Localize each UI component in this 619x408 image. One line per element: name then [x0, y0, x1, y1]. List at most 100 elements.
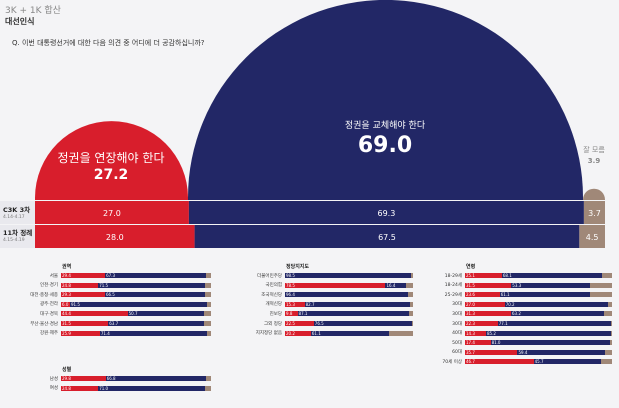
bubble-3	[583, 188, 605, 200]
comparison-row-1-segment-1	[35, 201, 189, 224]
panel-1-row-4-segment-2: 91.5	[70, 301, 208, 307]
comparison-row-2-segment-3	[579, 225, 605, 248]
comparison-row-2-segment-1	[35, 225, 195, 248]
panel-4-row-3-segment-2: 61.1	[499, 292, 590, 298]
panel-1-title: 권역	[62, 264, 72, 270]
panel-3-row-3-segment-2: 96.4	[285, 292, 409, 298]
panel-3-row-5-segment-1: 9.8	[285, 311, 298, 317]
panel-1-row-1-bar: 29.4 67.3	[61, 273, 211, 278]
panel-4-row-1-segment-2: 68.1	[501, 273, 602, 278]
comparison-row-2-value-2: 67.5	[378, 233, 396, 242]
panel-1-row-3-segment-2: 66.5	[104, 292, 205, 298]
comparison-row-2-bg	[0, 225, 35, 248]
comparison-row-1-bg	[0, 201, 35, 224]
survey-question: Q. 이번 대통령선거에 대한 다음 의견 중 어디에 더 공감하십니까?	[12, 39, 205, 47]
panel-1-row-2-segment-2: 71.5	[98, 282, 206, 288]
panel-3-row-4-segment-2: 82.7	[304, 301, 411, 307]
panel-1-row-6-segment-2: 63.7	[108, 321, 204, 326]
panel-4-row-4-label: 30대	[452, 302, 462, 308]
panel-3-row-3-bar: 96.4	[285, 292, 413, 298]
panel-4-row-7-bar: 14.3 85.2	[465, 330, 612, 336]
panel-2-row-2-segment-1: 24.8	[61, 385, 99, 391]
panel-4-row-4-segment-1: 27.0	[465, 301, 505, 307]
panel-1-row-7-segment-1: 25.9	[61, 330, 100, 336]
bubble-1-name: 정권을 연장해야 한다	[58, 151, 165, 165]
panel-4-row-5-label: 30대	[452, 311, 462, 317]
panel-1-row-7-label: 강원·제주	[40, 331, 58, 337]
panel-1-row-1-segment-2: 67.3	[105, 273, 207, 278]
panel-3-row-6-segment-3	[411, 321, 413, 326]
panel-3-row-4-segment-3	[410, 301, 413, 307]
panel-4-row-8-segment-1: 17.4	[465, 340, 491, 346]
panel-3-row-2-segment-1: 78.5	[285, 282, 386, 288]
panel-4-row-2-segment-3	[589, 282, 612, 288]
panel-2-row-2-segment-3	[204, 385, 211, 391]
panel-4-row-3-segment-1: 23.6	[465, 292, 500, 298]
bubble-3-name: 잘 모름	[583, 146, 605, 154]
panel-4-row-3-bar: 23.6 61.1	[465, 292, 612, 298]
panel-3-row-6-bar: 22.5 76.5	[285, 321, 413, 326]
panel-4-row-9-segment-2: 59.4	[517, 349, 605, 355]
panel-4-row-9-segment-1: 35.7	[465, 349, 518, 355]
panel-1-row-6-segment-3	[203, 321, 211, 326]
panel-1-row-6-segment-1: 31.5	[61, 321, 109, 326]
comparison-row-1-segment-3	[583, 201, 605, 224]
panel-2-row-1-label: 남성	[49, 376, 58, 382]
panel-1-row-1-segment-1: 29.4	[61, 273, 106, 278]
comparison-row-1-value-1: 27.0	[103, 209, 121, 218]
panel-4-row-2-segment-1: 31.5	[465, 282, 512, 288]
panel-2-row-1-segment-3	[205, 376, 211, 381]
bubble-3-value: 3.9	[588, 157, 601, 165]
panel-4-row-10-segment-1: 46.7	[465, 359, 534, 365]
panel-3-row-5-bar: 9.8 87.1	[285, 311, 413, 317]
panel-1-row-3-bar: 29.3 66.5	[61, 292, 211, 298]
panel-4-row-5-segment-1: 31.3	[465, 311, 511, 317]
comparison-row-2-segment-2	[194, 225, 580, 248]
panel-4-row-6-segment-2: 77.1	[497, 321, 611, 326]
panel-1-row-3-label: 대전·충청·세종	[30, 292, 58, 298]
panel-2-row-2-segment-2: 71.0	[98, 385, 205, 391]
panel-1-row-7-bar: 25.9 71.4	[61, 330, 211, 336]
panel-3-row-1-segment-3	[411, 273, 413, 278]
panel-3-row-2-segment-2: 16.4	[385, 282, 407, 288]
panel-4-row-4-segment-2: 70.2	[504, 301, 608, 307]
panel-1-row-1-label: 서울	[49, 273, 58, 279]
panel-1-row-4-bar: 6.0 91.5	[61, 301, 211, 307]
panel-3-row-1-label: 더불어민주당	[257, 273, 282, 279]
panel-3-row-5-segment-3	[409, 311, 413, 317]
panel-1-row-2-segment-3	[205, 282, 211, 288]
comparison-row-2-value-3: 4.5	[586, 233, 599, 242]
panel-2-row-1-segment-2: 66.8	[105, 376, 206, 381]
panel-1-row-3-segment-3	[204, 292, 211, 298]
panel-2-row-2-bar: 24.8 71.0	[61, 385, 211, 391]
panel-4-row-1-bar: 25.1 68.1	[465, 273, 612, 278]
panel-4-row-5-segment-3	[603, 311, 612, 317]
panel-4-row-9-segment-3	[604, 349, 612, 355]
panel-4-row-1-segment-3	[601, 273, 612, 278]
comparison-row-2-value-1: 28.0	[106, 233, 124, 242]
panel-3-row-3-segment-3	[408, 292, 413, 298]
panel-3-row-2-bar: 78.5 16.4	[285, 282, 413, 288]
panel-3-row-5-label: 진보당	[269, 311, 282, 317]
panel-3-row-1-segment-2: 98.5	[285, 273, 412, 278]
panel-4-row-4-segment-3	[607, 301, 612, 307]
comparison-row-1-value-3: 3.7	[588, 209, 601, 218]
comparison-row-1-label: C3K 3차 4.14-4.17	[3, 206, 31, 221]
bubble-2	[188, 0, 583, 200]
panel-4-row-3-segment-3	[589, 292, 612, 298]
panel-4-row-7-segment-3	[611, 330, 612, 336]
panel-1-row-1-segment-3	[206, 273, 211, 278]
panel-4-row-3-label: 25-29세	[444, 292, 462, 298]
panel-3-row-4-label: 개혁신당	[265, 302, 282, 308]
panel-4-row-8-label: 50대	[452, 340, 462, 346]
panel-4-row-6-bar: 22.3 77.1	[465, 321, 612, 326]
panel-4-row-2-bar: 31.5 53.3	[465, 282, 612, 288]
panel-3-row-2-segment-3	[406, 282, 413, 288]
panel-4-row-10-segment-2: 45.7	[533, 359, 601, 365]
header-subtitle: 대선인식	[5, 17, 35, 26]
panel-2-row-1-bar: 29.8 66.8	[61, 376, 211, 381]
panel-1-row-5-segment-1: 44.4	[61, 311, 128, 317]
header-title: 3K + 1K 합산	[5, 6, 61, 16]
panel-4-row-8-segment-2: 81.0	[490, 340, 610, 346]
panel-1-row-2-bar: 24.8 71.5	[61, 282, 211, 288]
